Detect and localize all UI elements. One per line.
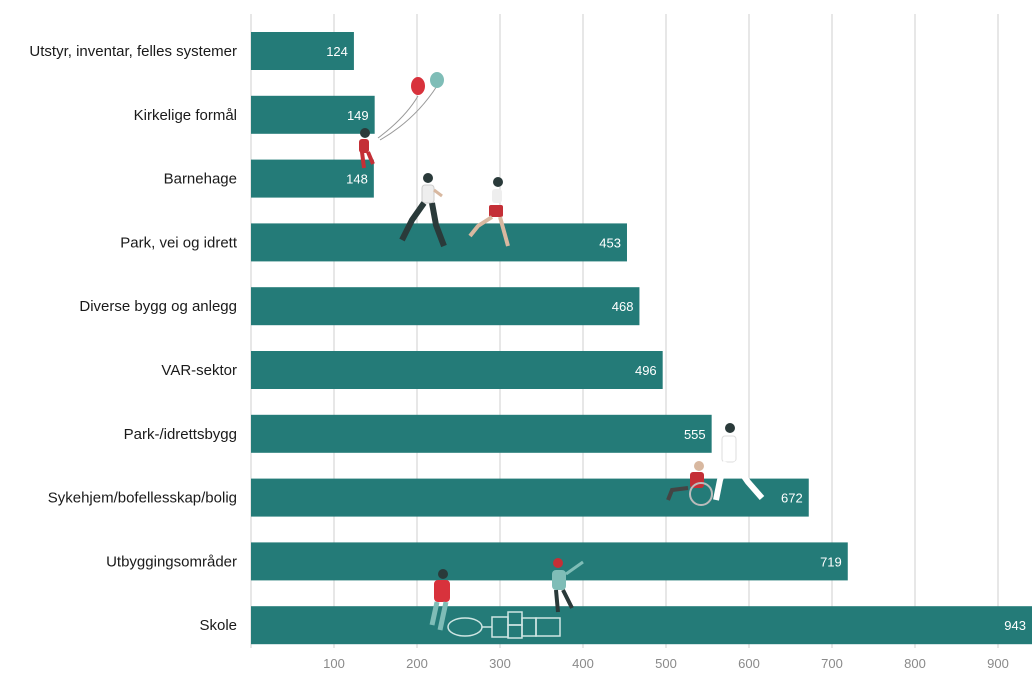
category-label: VAR-sektor (161, 362, 237, 379)
x-tick-label: 800 (904, 656, 926, 671)
bar-value-label: 149 (347, 108, 369, 123)
hopscotch-icon (447, 611, 561, 639)
bar (251, 351, 663, 389)
x-tick-label: 100 (323, 656, 345, 671)
bar (251, 414, 712, 453)
x-tick-label: 700 (821, 656, 843, 671)
category-label: Utstyr, inventar, felles systemer (29, 43, 237, 60)
category-label: Barnehage (164, 171, 237, 188)
category-label: Utbyggingsområder (106, 553, 237, 570)
bar (251, 159, 374, 198)
bar-value-label: 672 (781, 491, 803, 506)
red-balloon-icon (411, 77, 425, 95)
bar-value-label: 496 (635, 363, 657, 378)
teal-balloon-icon (430, 72, 444, 88)
child-icon (359, 128, 375, 169)
balloon-string-icon (377, 85, 438, 141)
bar (251, 32, 354, 70)
x-tick-label: 400 (572, 656, 594, 671)
illustrations (359, 72, 765, 639)
bar-value-label: 555 (684, 427, 706, 442)
x-tick-label: 600 (738, 656, 760, 671)
x-tick-label: 200 (406, 656, 428, 671)
bar-value-label: 719 (820, 554, 842, 569)
category-label: Skole (199, 617, 237, 634)
category-label: Sykehjem/bofellesskap/bolig (48, 490, 237, 507)
category-label: Diverse bygg og anlegg (79, 298, 237, 315)
bar (251, 478, 809, 517)
bar-value-label: 124 (326, 44, 348, 59)
caregiver-icon (713, 423, 765, 501)
runner-man-icon (399, 173, 447, 248)
bar-value-label: 943 (1004, 618, 1026, 633)
wheelchair-icon (666, 461, 713, 506)
bars (251, 32, 1032, 645)
labels: 100 200 300 400 500 600 700 800 900 124 Utstyr, in… (29, 43, 1026, 671)
x-tick-label: 300 (489, 656, 511, 671)
child-hopping-icon (552, 558, 584, 613)
bar-value-label: 148 (346, 172, 368, 187)
child-jumping-icon (429, 569, 450, 631)
bar (251, 95, 375, 134)
runner-woman-icon (468, 177, 510, 247)
x-tick-label: 900 (987, 656, 1009, 671)
category-label: Park, vei og idrett (120, 234, 238, 251)
category-label: Kirkelige formål (134, 107, 237, 124)
x-tick-label: 500 (655, 656, 677, 671)
bar (251, 606, 1032, 645)
bar-value-label: 453 (599, 235, 621, 250)
category-label: Park-/idrettsbygg (124, 426, 237, 443)
bar-value-label: 468 (612, 299, 634, 314)
bar (251, 287, 640, 326)
bar (251, 542, 848, 581)
